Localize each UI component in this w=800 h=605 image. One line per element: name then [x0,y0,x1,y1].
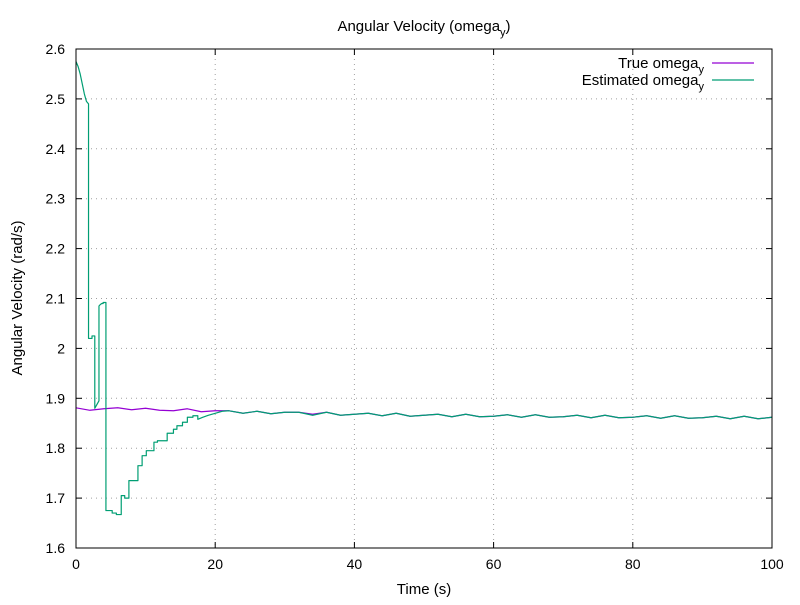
x-tick-label: 80 [625,556,641,572]
legend-label-estimated: Estimated omegay [582,72,705,93]
legend-entry-true: True omegay [618,55,754,76]
ticks: 0 20 40 60 80 100 1.6 1.7 1.8 1.9 2 2.1 2.2 2.3 2.4 2.5… [46,41,784,572]
x-tick-label: 0 [72,556,80,572]
y-tick-label: 2 [57,340,65,356]
legend: True omegay Estimated omegay [582,55,754,93]
chart-title-end: ) [506,18,511,35]
grid [76,49,772,548]
chart-title: Angular Velocity (omegay) [337,18,510,39]
legend-label-true: True omegay [618,55,704,76]
legend-label-estimated-main: Estimated omega [582,72,699,89]
y-tick-label: 2.4 [46,141,66,157]
legend-entry-estimated: Estimated omegay [582,72,754,93]
y-tick-label: 1.9 [46,390,66,406]
x-tick-label: 20 [207,556,223,572]
series-line-estimated-omega [75,61,773,516]
x-axis-title: Time (s) [397,581,451,598]
chart-title-main: Angular Velocity (omega [337,18,500,35]
y-tick-label: 2.1 [46,291,66,307]
legend-label-true-main: True omega [618,55,699,72]
x-tick-label: 100 [760,556,784,572]
y-tick-label: 1.8 [46,440,66,456]
y-tick-label: 1.7 [46,490,66,506]
series-layer [75,61,773,516]
y-axis-title: Angular Velocity (rad/s) [9,220,26,375]
y-tick-label: 1.6 [46,540,66,556]
y-tick-label: 2.5 [46,91,66,107]
y-tick-label: 2.3 [46,191,66,207]
x-tick-label: 40 [347,556,363,572]
x-tick-label: 60 [486,556,502,572]
chart-title-subscript: y [500,27,506,39]
legend-label-estimated-subscript: y [699,81,705,93]
y-tick-label: 2.2 [46,241,66,257]
y-tick-label: 2.6 [46,41,66,57]
legend-label-true-subscript: y [699,64,705,76]
